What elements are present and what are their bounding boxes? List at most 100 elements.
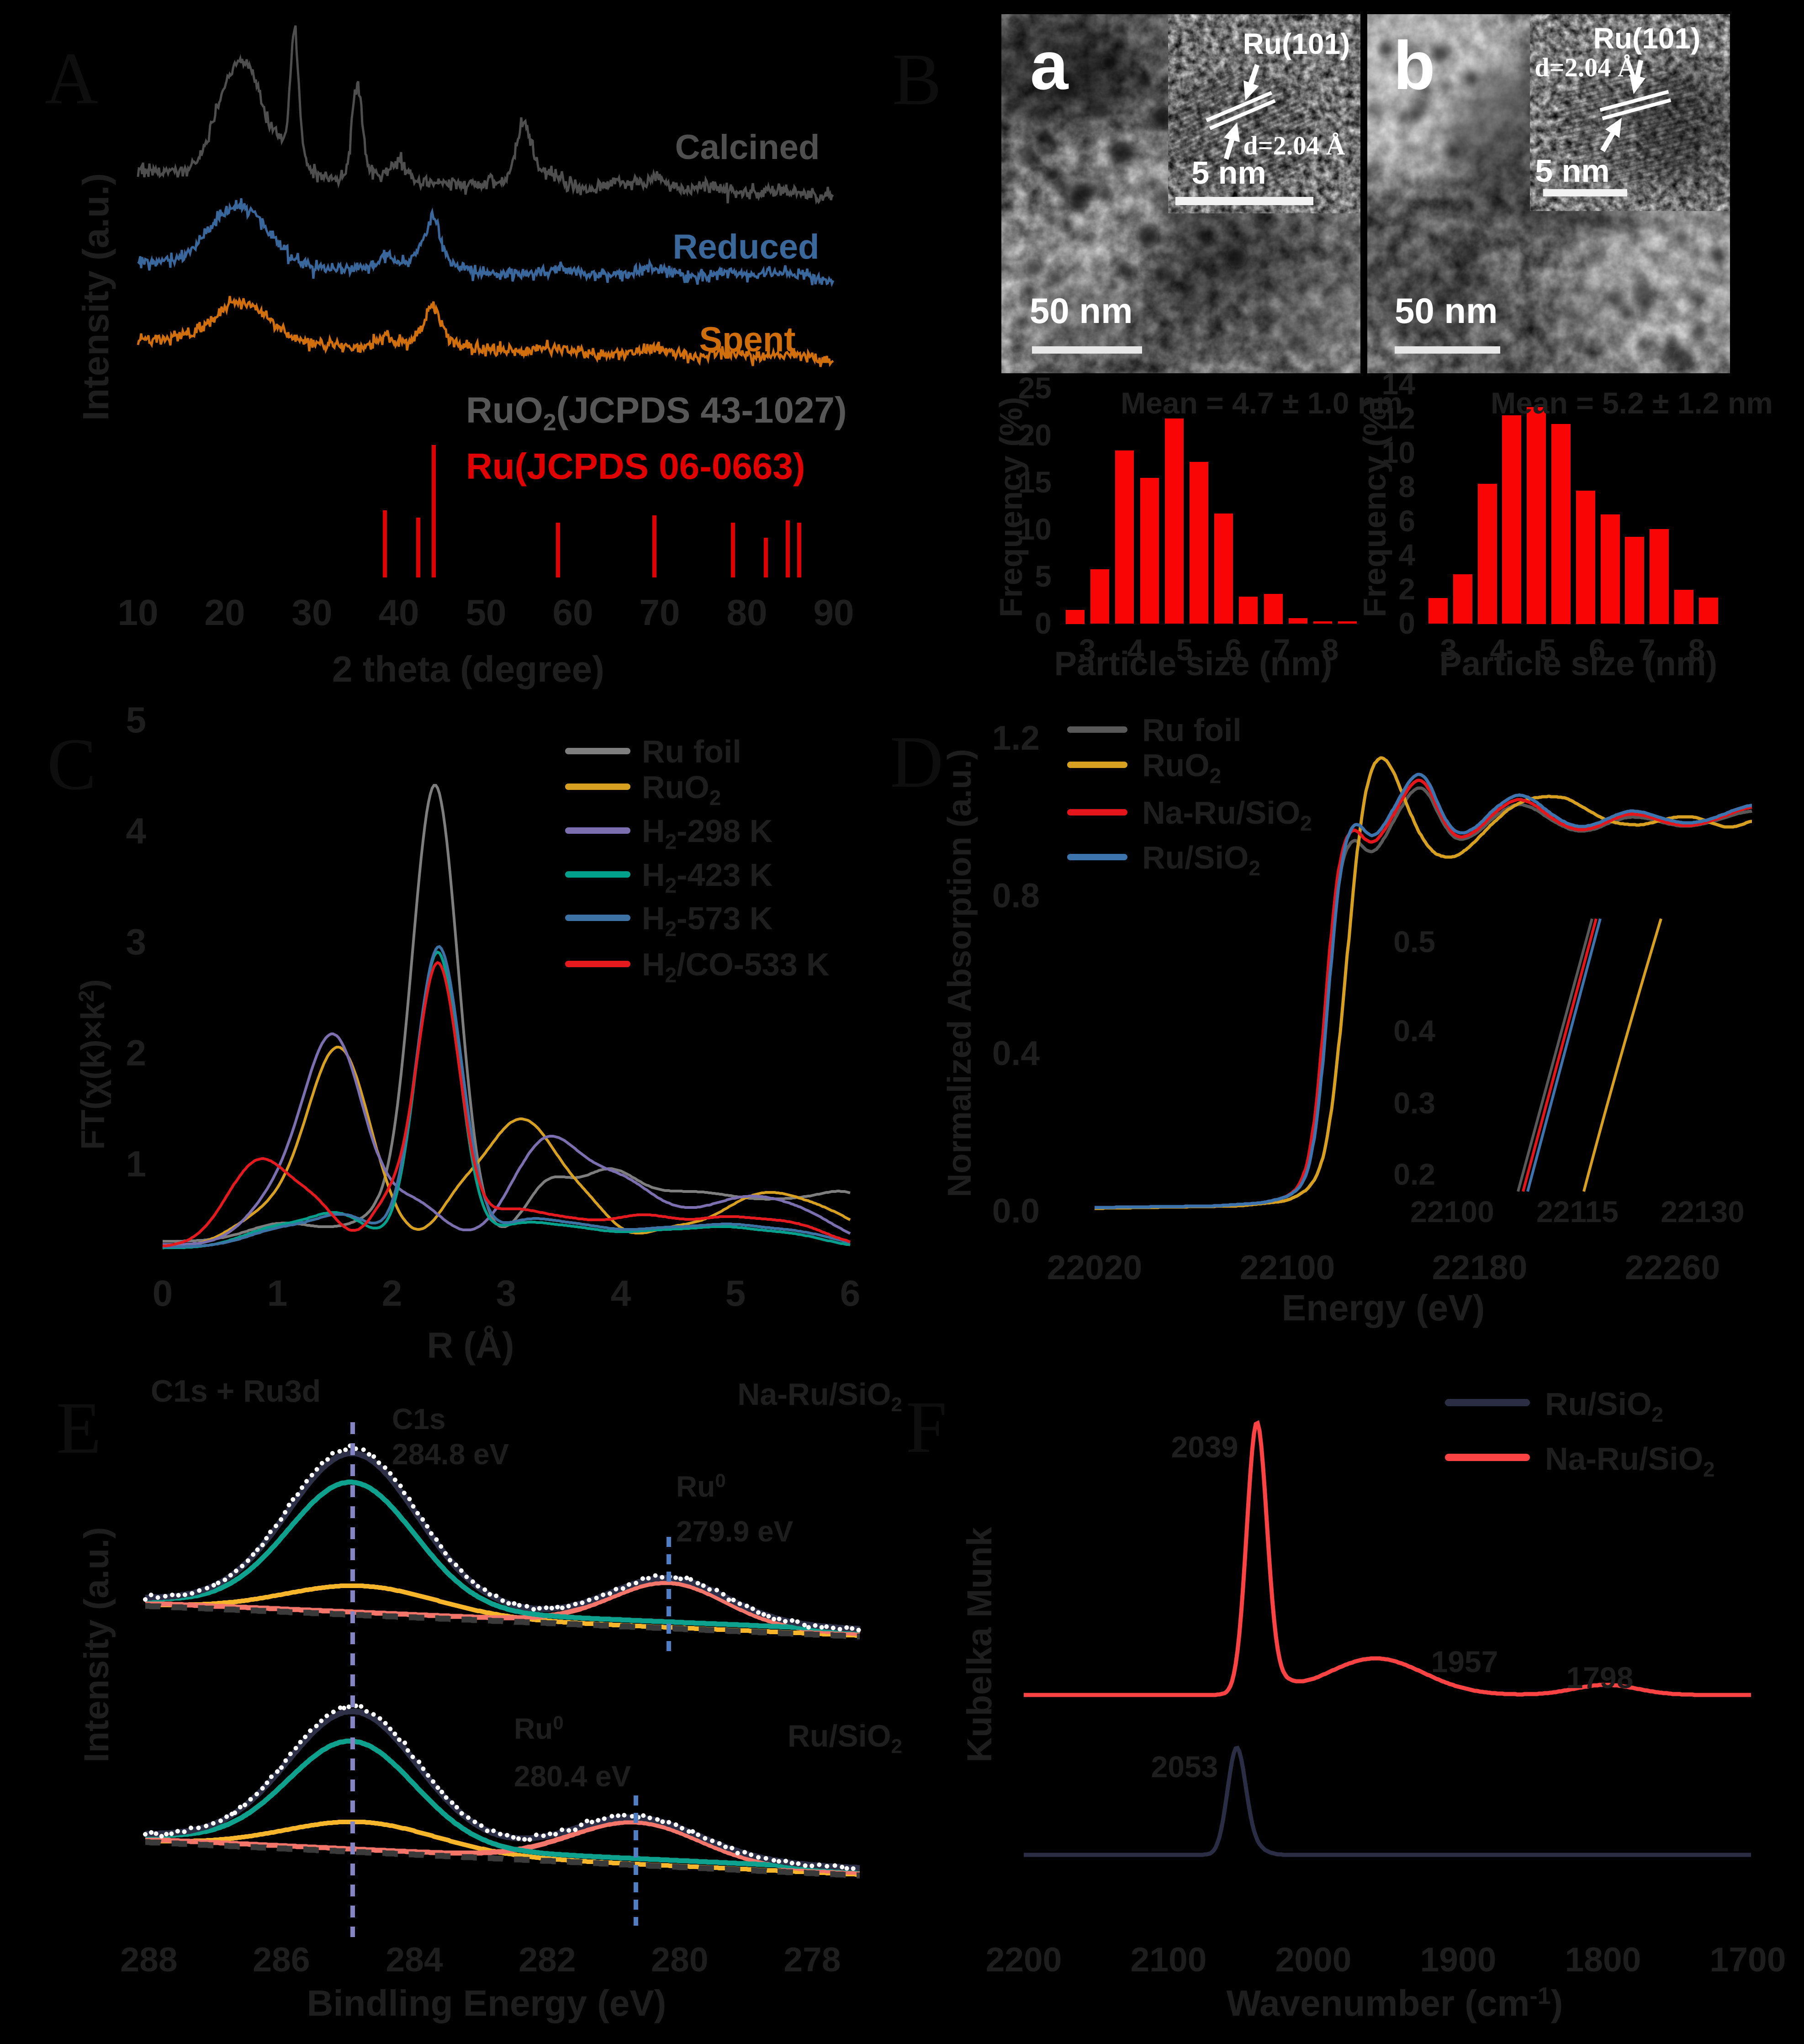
- svg-text:30: 30: [292, 592, 333, 633]
- svg-text:2200: 2200: [986, 1940, 1062, 1979]
- svg-text:Ru/SiO2​: Ru/SiO2​: [1142, 840, 1260, 880]
- svg-text:H2​-298 K: H2​-298 K: [642, 813, 772, 853]
- svg-text:12: 12: [1382, 401, 1415, 435]
- svg-text:2 theta (degree): 2 theta (degree): [332, 649, 604, 689]
- svg-text:279.9 eV: 279.9 eV: [676, 1515, 794, 1548]
- svg-text:1700: 1700: [1710, 1940, 1786, 1979]
- svg-text:5: 5: [126, 699, 147, 740]
- svg-text:15: 15: [1018, 465, 1052, 499]
- svg-text:0.8: 0.8: [992, 876, 1040, 915]
- svg-text:7: 7: [1274, 633, 1291, 667]
- svg-text:Na-Ru/SiO2​: Na-Ru/SiO2​: [737, 1377, 902, 1416]
- svg-text:4: 4: [1398, 538, 1415, 572]
- svg-text:3: 3: [1079, 633, 1096, 667]
- svg-text:22100: 22100: [1410, 1195, 1494, 1229]
- svg-text:280: 280: [651, 1940, 708, 1979]
- svg-text:Particle size (nm): Particle size (nm): [1054, 645, 1333, 683]
- svg-text:80: 80: [727, 592, 767, 633]
- svg-text:Mean = 5.2 ± 1.2 nm: Mean = 5.2 ± 1.2 nm: [1491, 386, 1773, 420]
- svg-text:22130: 22130: [1661, 1195, 1745, 1229]
- svg-text:10: 10: [1382, 435, 1415, 469]
- svg-text:0.0: 0.0: [992, 1191, 1040, 1230]
- svg-text:278: 278: [783, 1940, 841, 1979]
- svg-text:50 nm: 50 nm: [1030, 291, 1132, 331]
- svg-text:Normalized Absorption (a.u.): Normalized Absorption (a.u.): [942, 749, 978, 1197]
- svg-text:6: 6: [1589, 633, 1606, 667]
- svg-text:20: 20: [1018, 418, 1052, 452]
- svg-text:2000: 2000: [1275, 1940, 1352, 1979]
- svg-text:50 nm: 50 nm: [1395, 291, 1497, 331]
- svg-text:H2​-423 K: H2​-423 K: [642, 857, 772, 897]
- svg-text:D: D: [890, 721, 943, 803]
- svg-text:20: 20: [205, 592, 245, 633]
- svg-text:R (Å): R (Å): [427, 1325, 514, 1366]
- svg-text:RuO2​: RuO2​: [1142, 747, 1221, 788]
- svg-text:E: E: [56, 1387, 101, 1469]
- svg-text:286: 286: [253, 1940, 310, 1979]
- svg-text:7: 7: [1639, 633, 1656, 667]
- svg-text:d=2.04 Å: d=2.04 Å: [1243, 131, 1345, 160]
- svg-text:0: 0: [153, 1273, 173, 1313]
- svg-text:F: F: [906, 1387, 947, 1468]
- svg-text:10: 10: [1018, 512, 1052, 546]
- svg-text:RuO2​: RuO2​: [642, 769, 721, 810]
- svg-text:Ru foil: Ru foil: [642, 734, 741, 769]
- svg-text:22260: 22260: [1625, 1248, 1720, 1287]
- svg-text:0: 0: [1398, 606, 1415, 640]
- svg-text:Energy (eV): Energy (eV): [1282, 1287, 1485, 1328]
- svg-text:Bindling Energy (eV): Bindling Energy (eV): [307, 1983, 667, 2023]
- svg-text:90: 90: [814, 592, 854, 633]
- svg-text:1800: 1800: [1565, 1940, 1641, 1979]
- svg-text:4: 4: [126, 810, 147, 851]
- svg-text:22020: 22020: [1047, 1248, 1143, 1287]
- svg-text:284: 284: [386, 1940, 443, 1979]
- svg-text:5: 5: [1035, 559, 1052, 593]
- svg-text:C1s + Ru3d: C1s + Ru3d: [151, 1374, 321, 1409]
- svg-text:22180: 22180: [1432, 1248, 1528, 1287]
- svg-text:280.4 eV: 280.4 eV: [514, 1760, 631, 1793]
- svg-text:Ru0​: Ru0​: [514, 1712, 564, 1745]
- svg-text:22115: 22115: [1536, 1195, 1619, 1229]
- svg-text:60: 60: [553, 592, 593, 633]
- svg-text:5: 5: [1176, 633, 1193, 667]
- svg-text:1798: 1798: [1566, 1661, 1634, 1695]
- svg-text:14: 14: [1382, 367, 1416, 401]
- svg-text:2: 2: [382, 1273, 402, 1313]
- svg-text:FT(χ(k)×k2​): FT(χ(k)×k2​): [74, 979, 111, 1150]
- svg-text:2: 2: [126, 1033, 147, 1073]
- svg-text:Ru/SiO2​: Ru/SiO2​: [1545, 1386, 1663, 1426]
- svg-text:RuO2​(JCPDS 43-1027): RuO2​(JCPDS 43-1027): [466, 390, 847, 436]
- svg-text:Reduced: Reduced: [673, 228, 820, 266]
- svg-text:1: 1: [126, 1144, 147, 1184]
- svg-text:2039: 2039: [1171, 1430, 1238, 1464]
- svg-text:0.5: 0.5: [1393, 925, 1435, 958]
- svg-text:3: 3: [126, 921, 147, 962]
- svg-text:C: C: [47, 724, 96, 805]
- svg-text:Calcined: Calcined: [675, 128, 820, 167]
- svg-text:Kubelka Munk: Kubelka Munk: [960, 1527, 999, 1763]
- svg-text:2100: 2100: [1131, 1940, 1207, 1979]
- svg-text:4: 4: [611, 1273, 631, 1313]
- svg-text:Frequency (%): Frequency (%): [1357, 397, 1392, 617]
- svg-text:1957: 1957: [1431, 1645, 1498, 1679]
- svg-text:284.8 eV: 284.8 eV: [392, 1438, 509, 1471]
- svg-text:1900: 1900: [1420, 1940, 1497, 1979]
- svg-text:b: b: [1393, 27, 1435, 104]
- svg-text:d=2.04 Å: d=2.04 Å: [1534, 53, 1636, 82]
- svg-text:2: 2: [1398, 572, 1415, 606]
- svg-text:0: 0: [1035, 606, 1052, 640]
- svg-text:8: 8: [1688, 633, 1705, 667]
- svg-text:1.2: 1.2: [992, 719, 1040, 757]
- svg-text:4: 4: [1127, 633, 1144, 667]
- svg-text:5: 5: [725, 1273, 746, 1313]
- svg-text:Ru/SiO2​: Ru/SiO2​: [788, 1719, 902, 1758]
- svg-text:Intensity (a.u.): Intensity (a.u.): [77, 1527, 116, 1762]
- svg-text:6: 6: [840, 1273, 861, 1313]
- svg-text:B: B: [892, 39, 942, 121]
- svg-text:70: 70: [640, 592, 680, 633]
- svg-text:1: 1: [267, 1273, 288, 1313]
- svg-text:Na-Ru/SiO2​: Na-Ru/SiO2​: [1545, 1441, 1715, 1481]
- svg-text:0.4: 0.4: [1393, 1014, 1435, 1048]
- svg-text:5 nm: 5 nm: [1191, 155, 1266, 191]
- svg-text:3: 3: [496, 1273, 517, 1313]
